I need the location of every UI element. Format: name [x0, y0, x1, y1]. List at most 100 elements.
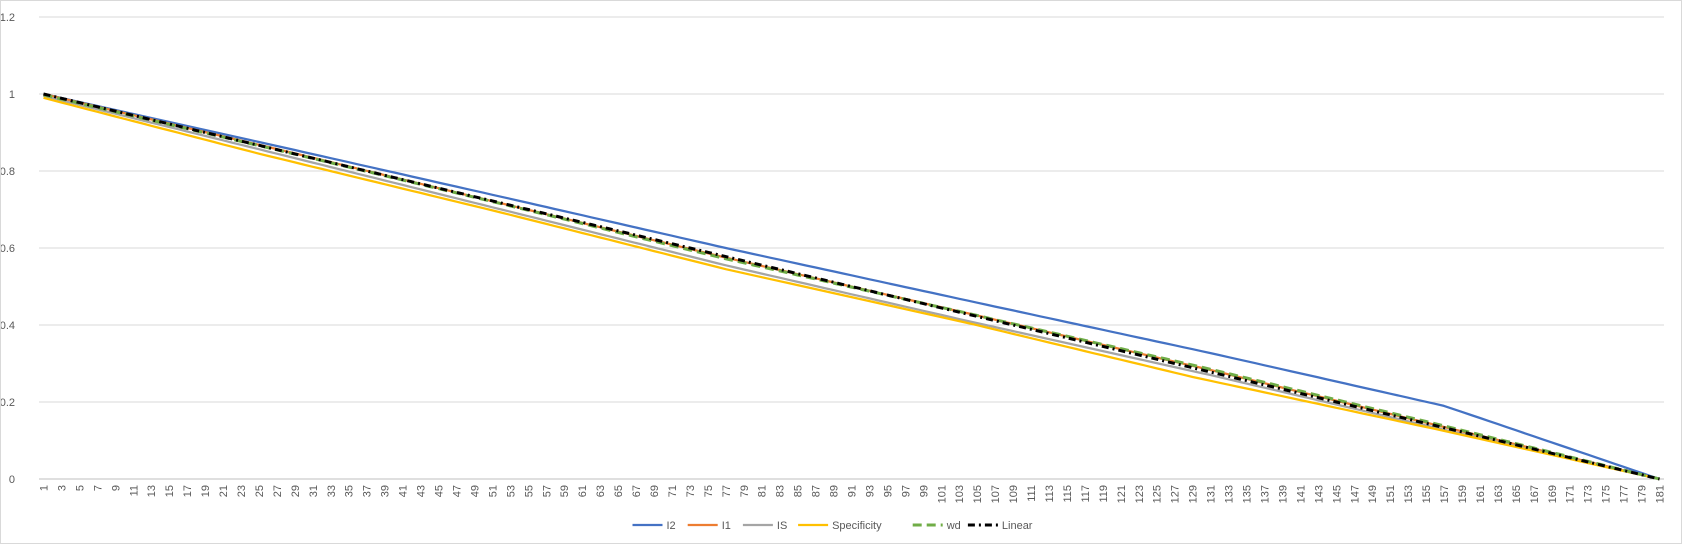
- x-tick-label: 51: [487, 485, 499, 497]
- x-tick-label: 109: [1008, 485, 1020, 503]
- x-tick-label: 65: [613, 485, 625, 497]
- x-tick-label: 45: [434, 485, 446, 497]
- x-tick-label: 169: [1547, 485, 1559, 503]
- x-tick-label: 157: [1439, 485, 1451, 503]
- x-tick-label: 129: [1188, 485, 1200, 503]
- x-tick-label: 89: [829, 485, 841, 497]
- x-tick-label: 139: [1277, 485, 1289, 503]
- x-tick-label: 9: [110, 485, 122, 491]
- x-tick-label: 135: [1242, 485, 1254, 503]
- x-tick-label: 105: [972, 485, 984, 503]
- x-tick-label: 71: [667, 485, 679, 497]
- x-tick-label: 55: [523, 485, 535, 497]
- x-tick-label: 87: [811, 485, 823, 497]
- x-tick-label: 113: [1044, 485, 1056, 503]
- x-tick-label: 67: [631, 485, 643, 497]
- x-tick-label: 69: [649, 485, 661, 497]
- y-axis: 0 0.2 0.4 0.6 0.8 1 1.2: [0, 12, 15, 486]
- x-tick-label: 79: [739, 485, 751, 497]
- x-tick-label: 59: [559, 485, 571, 497]
- x-tick-label: 159: [1457, 485, 1469, 503]
- x-tick-label: 63: [595, 485, 607, 497]
- x-tick-label: 165: [1511, 485, 1523, 503]
- x-tick-label: 123: [1134, 485, 1146, 503]
- x-tick-label: 163: [1493, 485, 1505, 503]
- x-tick-label: 133: [1224, 485, 1236, 503]
- x-tick-label: 145: [1331, 485, 1343, 503]
- gridlines: [39, 16, 1664, 480]
- x-tick-label: 37: [362, 485, 374, 497]
- y-tick-label: 0: [9, 474, 15, 486]
- y-tick-label: 0.8: [1, 166, 15, 178]
- x-tick-label: 173: [1583, 485, 1595, 503]
- x-tick-label: 155: [1421, 485, 1433, 503]
- x-tick-label: 53: [505, 485, 517, 497]
- x-tick-label: 5: [74, 485, 86, 491]
- x-tick-label: 141: [1295, 485, 1307, 503]
- y-tick-label: 1: [9, 89, 15, 101]
- x-tick-label: 121: [1116, 485, 1128, 503]
- x-tick-label: 115: [1062, 485, 1074, 503]
- y-tick-label: 0.4: [1, 320, 15, 332]
- x-tick-label: 49: [469, 485, 481, 497]
- x-tick-label: 21: [218, 485, 230, 497]
- x-tick-label: 119: [1098, 485, 1110, 503]
- x-tick-label: 103: [954, 485, 966, 503]
- x-tick-label: 181: [1655, 485, 1667, 503]
- x-tick-label: 97: [900, 485, 912, 497]
- x-tick-label: 75: [703, 485, 715, 497]
- x-tick-label: 117: [1080, 485, 1092, 503]
- x-tick-label: 61: [577, 485, 589, 497]
- x-tick-label: 73: [685, 485, 697, 497]
- x-tick-label: 31: [308, 485, 320, 497]
- x-tick-label: 99: [918, 485, 930, 497]
- x-tick-label: 149: [1367, 485, 1379, 503]
- x-tick-label: 47: [451, 485, 463, 497]
- x-tick-label: 137: [1259, 485, 1271, 503]
- x-tick-label: 25: [254, 485, 266, 497]
- x-tick-label: 93: [864, 485, 876, 497]
- x-tick-label: 77: [721, 485, 733, 497]
- x-tick-label: 11: [128, 485, 140, 496]
- x-tick-label: 13: [146, 485, 158, 497]
- legend-label-i2: I2: [667, 520, 676, 532]
- x-tick-label: 23: [236, 485, 248, 497]
- x-tick-label: 17: [182, 485, 194, 497]
- x-tick-label: 143: [1313, 485, 1325, 503]
- x-tick-label: 179: [1637, 485, 1649, 503]
- x-tick-label: 167: [1529, 485, 1541, 503]
- x-tick-label: 15: [164, 485, 176, 497]
- x-tick-label: 29: [290, 485, 302, 497]
- series-line-specificity: [43, 96, 1660, 481]
- legend: I2 I1 IS Specificity wd Linear: [632, 520, 1033, 532]
- x-tick-label: 33: [326, 485, 338, 497]
- x-tick-label: 39: [380, 485, 392, 497]
- y-tick-label: 0.2: [1, 397, 15, 409]
- x-tick-label: 111: [1026, 485, 1038, 502]
- x-tick-label: 131: [1206, 485, 1218, 503]
- legend-label-linear: Linear: [1002, 520, 1033, 532]
- x-tick-label: 43: [416, 485, 428, 497]
- x-tick-label: 81: [757, 485, 769, 497]
- x-axis: 1 3 5 7 9 11 13 15 17 19 21 23 25 27 29 31 33 35 37 39 41 43 4…: [38, 485, 1666, 503]
- x-tick-label: 3: [56, 485, 68, 491]
- x-tick-label: 57: [541, 485, 553, 497]
- x-tick-label: 107: [990, 485, 1002, 503]
- series-line-linear: [43, 92, 1660, 481]
- legend-label-specificity: Specificity: [832, 520, 882, 532]
- x-tick-label: 27: [272, 485, 284, 497]
- series-lines: [43, 92, 1660, 481]
- x-tick-label: 19: [200, 485, 212, 497]
- legend-label-i1: I1: [722, 520, 731, 532]
- x-tick-label: 85: [793, 485, 805, 497]
- y-tick-label: 1.2: [1, 12, 15, 24]
- x-tick-label: 101: [936, 485, 948, 503]
- x-tick-label: 153: [1403, 485, 1415, 503]
- x-tick-label: 177: [1619, 485, 1631, 503]
- series-line-is: [43, 94, 1660, 481]
- x-tick-label: 83: [775, 485, 787, 497]
- x-tick-label: 171: [1565, 485, 1577, 503]
- series-line-wd: [43, 93, 1660, 481]
- x-tick-label: 35: [344, 485, 356, 497]
